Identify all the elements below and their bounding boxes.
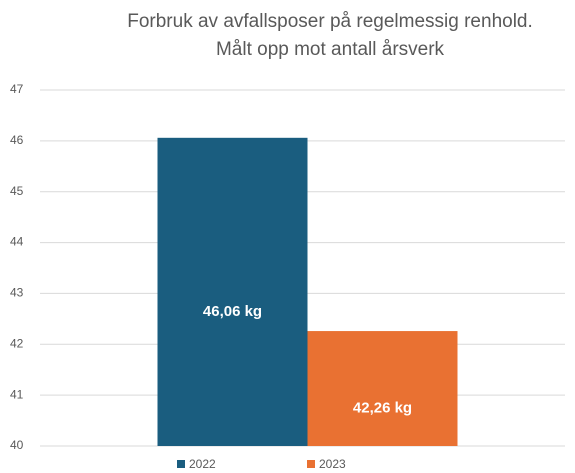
legend-label: 2023 <box>319 457 346 471</box>
bar <box>307 331 458 446</box>
y-tick-label: 43 <box>10 286 24 300</box>
chart-title: Målt opp mot antall årsverk <box>216 39 445 60</box>
y-tick-label: 46 <box>10 133 24 147</box>
y-tick-label: 45 <box>10 184 24 198</box>
y-tick-label: 44 <box>10 235 24 249</box>
legend-swatch <box>177 460 185 468</box>
chart-title: Forbruk av avfallsposer på regelmessig r… <box>127 11 533 32</box>
y-tick-label: 40 <box>10 438 24 452</box>
legend-swatch <box>307 460 315 468</box>
bar <box>157 137 308 446</box>
legend-label: 2022 <box>189 457 216 471</box>
y-tick-label: 41 <box>10 387 24 401</box>
data-label: 46,06 kg <box>203 303 262 320</box>
y-tick-label: 47 <box>10 82 24 96</box>
data-label: 42,26 kg <box>353 400 412 417</box>
y-tick-label: 42 <box>10 336 24 350</box>
